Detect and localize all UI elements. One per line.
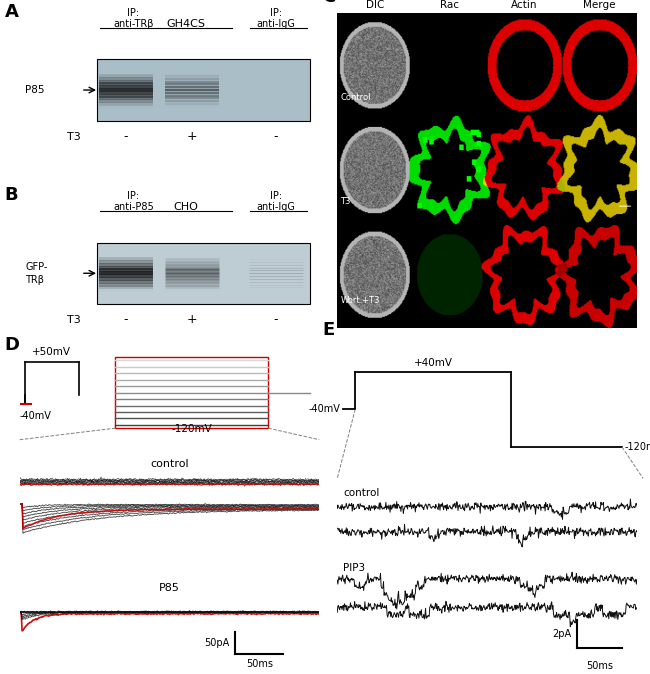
- Text: +40mV: +40mV: [413, 359, 452, 369]
- Text: Merge: Merge: [583, 1, 616, 10]
- Text: Actin: Actin: [512, 1, 538, 10]
- Text: Rac: Rac: [440, 1, 459, 10]
- Text: +: +: [187, 130, 197, 143]
- Text: -: -: [124, 130, 128, 143]
- Text: control: control: [150, 459, 188, 468]
- Text: control: control: [343, 488, 380, 498]
- Text: +50mV: +50mV: [31, 347, 70, 357]
- Text: T3: T3: [66, 131, 81, 142]
- Text: D: D: [5, 336, 20, 354]
- Text: P85: P85: [25, 85, 45, 95]
- Text: T3: T3: [66, 315, 81, 325]
- Text: A: A: [5, 3, 18, 21]
- Text: 50ms: 50ms: [586, 661, 613, 671]
- Text: 50pA: 50pA: [204, 638, 229, 648]
- Bar: [116, 357, 268, 428]
- Text: -: -: [274, 130, 278, 143]
- Text: -: -: [274, 313, 278, 326]
- Text: TRβ: TRβ: [25, 275, 44, 285]
- Text: 50ms: 50ms: [246, 659, 273, 669]
- Text: Wort.+T3: Wort.+T3: [340, 296, 380, 305]
- Text: -40mV: -40mV: [308, 404, 340, 415]
- Bar: [98, 59, 310, 121]
- Bar: [98, 243, 310, 304]
- Text: E: E: [322, 321, 335, 339]
- Text: Control: Control: [340, 93, 370, 102]
- Text: -: -: [124, 313, 128, 326]
- Text: IP:
anti-TRβ: IP: anti-TRβ: [113, 7, 153, 29]
- Text: C: C: [322, 0, 335, 6]
- Text: IP:
anti-IgG: IP: anti-IgG: [256, 7, 295, 29]
- Text: -40mV: -40mV: [20, 411, 51, 421]
- Text: IP:
anti-P85: IP: anti-P85: [113, 191, 154, 212]
- Text: IP:
anti-IgG: IP: anti-IgG: [256, 191, 295, 212]
- Text: B: B: [5, 186, 18, 204]
- Text: GH4CS: GH4CS: [166, 19, 205, 29]
- Text: DIC: DIC: [365, 1, 384, 10]
- Text: CHO: CHO: [174, 202, 198, 212]
- Text: +: +: [187, 313, 197, 326]
- Text: GFP-: GFP-: [25, 262, 48, 272]
- Text: 2pA: 2pA: [552, 629, 571, 639]
- Text: PIP3: PIP3: [343, 563, 365, 573]
- Text: T3: T3: [340, 197, 350, 206]
- Text: P85: P85: [159, 583, 180, 593]
- Text: -120mV: -120mV: [172, 425, 213, 434]
- Text: -120mV: -120mV: [625, 442, 650, 452]
